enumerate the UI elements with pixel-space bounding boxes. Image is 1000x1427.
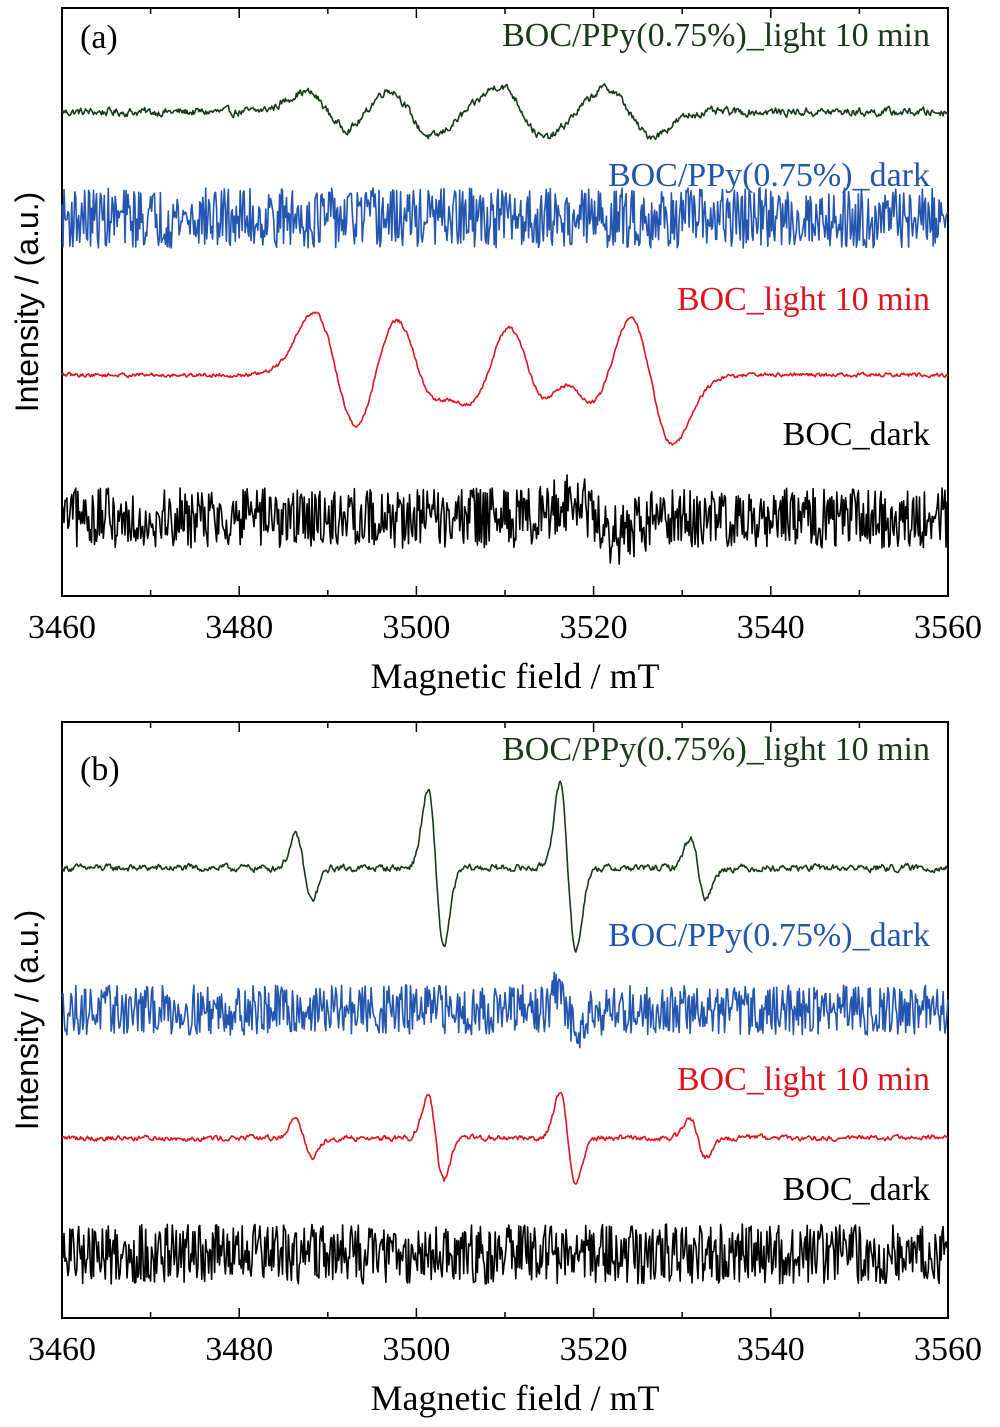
series-line [61, 83, 949, 141]
series-label: BOC_light 10 min [677, 281, 930, 318]
series-line [61, 311, 949, 446]
series-label: BOC/PPy(0.75%)_light 10 min [502, 17, 930, 54]
x-axis-label: Magnetic field / mT [371, 656, 660, 696]
panel-label: (b) [80, 751, 120, 788]
x-tick-label: 3500 [382, 609, 450, 646]
series-label: BOC_dark [783, 1171, 930, 1208]
y-axis-label: Intensity / (a.u.) [9, 910, 45, 1131]
y-axis-label: Intensity / (a.u.) [9, 192, 45, 413]
x-tick-label: 3540 [737, 1331, 805, 1368]
series-line [61, 1223, 949, 1285]
series-line [61, 780, 949, 953]
series-label: BOC_dark [783, 416, 930, 453]
series-line [61, 1091, 949, 1185]
x-tick-label: 3500 [382, 1331, 450, 1368]
x-axis-label: Magnetic field / mT [371, 1378, 660, 1418]
series-label: BOC/PPy(0.75%)_dark [608, 157, 930, 194]
x-tick-label: 3480 [205, 609, 273, 646]
x-tick-label: 3560 [914, 609, 982, 646]
series-line [61, 474, 949, 565]
x-tick-label: 3460 [28, 609, 96, 646]
x-tick-label: 3540 [737, 609, 805, 646]
series-line [61, 187, 949, 249]
x-tick-label: 3520 [560, 1331, 628, 1368]
x-tick-label: 3480 [205, 1331, 273, 1368]
series-label: BOC/PPy(0.75%)_dark [608, 917, 930, 954]
x-tick-label: 3460 [28, 1331, 96, 1368]
panel-b: 3460 3480 3500 3520 3540 3560 Magnetic field /… [9, 721, 982, 1418]
series-line [61, 971, 949, 1049]
panel-a: 3460 3480 3500 3520 3540 3560 Magnetic field /… [9, 7, 982, 696]
x-tick-label: 3520 [560, 609, 628, 646]
panel-label: (a) [80, 19, 118, 56]
series-label: BOC/PPy(0.75%)_light 10 min [502, 731, 930, 768]
series-label: BOC_light 10 min [677, 1061, 930, 1098]
x-tick-label: 3560 [914, 1331, 982, 1368]
